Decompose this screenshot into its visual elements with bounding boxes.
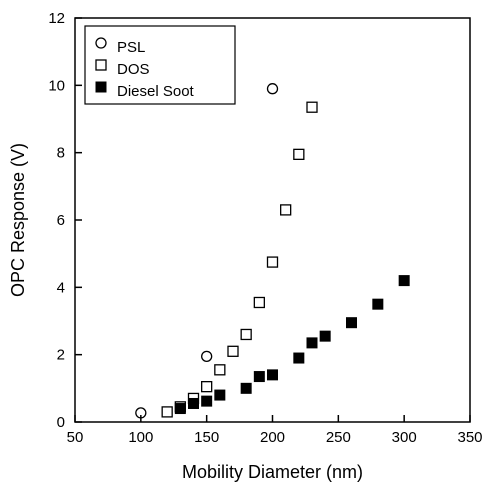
- chart-container: 50 100 150 200 250 300 350 0 2 4 6 8 10 12 Mobility Di…: [0, 0, 500, 500]
- scatter-chart: 50 100 150 200 250 300 350 0 2 4 6 8 10 12 Mobility Di…: [0, 0, 500, 500]
- x-axis-title: Mobility Diameter (nm): [182, 462, 363, 482]
- diesel-marker: [294, 353, 304, 363]
- y-tick-label: 8: [57, 145, 65, 162]
- diesel-marker: [307, 338, 317, 348]
- x-tick-label: 100: [128, 429, 153, 446]
- x-tick-label: 50: [67, 429, 84, 446]
- y-tick-label: 2: [57, 347, 65, 364]
- diesel-marker: [189, 398, 199, 408]
- legend-label: DOS: [117, 61, 150, 78]
- diesel-marker: [215, 390, 225, 400]
- diesel-marker: [96, 82, 106, 92]
- diesel-marker: [241, 383, 251, 393]
- x-tick-label: 150: [194, 429, 219, 446]
- x-tick-label: 350: [457, 429, 482, 446]
- x-tick-label: 200: [260, 429, 285, 446]
- y-tick-label: 6: [57, 212, 65, 229]
- y-tick-label: 0: [57, 414, 65, 431]
- diesel-marker: [175, 404, 185, 414]
- legend-label: PSL: [117, 39, 145, 56]
- y-tick-label: 10: [48, 77, 65, 94]
- x-tick-label: 300: [392, 429, 417, 446]
- diesel-marker: [202, 396, 212, 406]
- legend-label: Diesel Soot: [117, 83, 195, 100]
- diesel-marker: [347, 318, 357, 328]
- diesel-marker: [268, 370, 278, 380]
- y-tick-label: 12: [48, 10, 65, 27]
- y-axis-title: OPC Response (V): [8, 143, 28, 297]
- x-tick-label: 250: [326, 429, 351, 446]
- diesel-marker: [399, 276, 409, 286]
- diesel-marker: [320, 331, 330, 341]
- diesel-marker: [373, 299, 383, 309]
- diesel-marker: [254, 372, 264, 382]
- y-tick-label: 4: [57, 279, 65, 296]
